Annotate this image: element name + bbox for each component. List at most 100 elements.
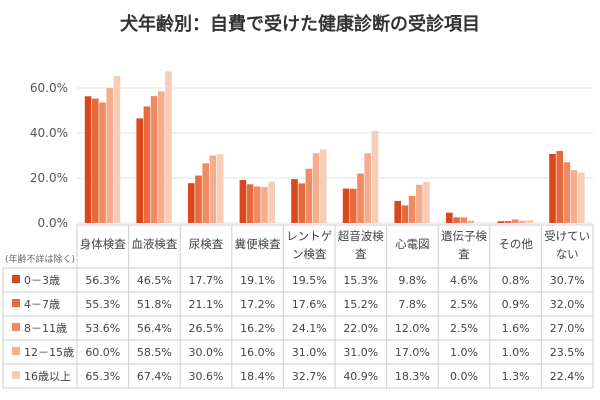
- bar: [312, 153, 320, 223]
- row-header-note: (年齢不詳は除く): [5, 253, 75, 265]
- bar: [549, 153, 556, 223]
- data-cell: 53.6%: [85, 322, 120, 335]
- bar: [136, 118, 143, 223]
- category-label: ン検査: [292, 247, 327, 261]
- data-cell: 2.5%: [450, 298, 478, 311]
- data-cell: 31.0%: [343, 346, 378, 359]
- category-label: ない: [556, 247, 579, 261]
- category-label: 心電図: [395, 237, 430, 251]
- data-cell: 21.1%: [189, 298, 224, 311]
- category-label: 査: [458, 247, 470, 261]
- data-cell: 56.4%: [137, 322, 172, 335]
- data-cell: 18.4%: [240, 370, 275, 383]
- category-label: 糞便検査: [235, 237, 281, 251]
- data-cell: 1.6%: [502, 322, 530, 335]
- y-tick-label: 20.0%: [30, 171, 68, 185]
- legend-swatch: [12, 323, 20, 331]
- series-label: 12－15歳: [24, 346, 74, 359]
- bar: [504, 220, 512, 223]
- bar: [261, 187, 268, 223]
- bar: [453, 217, 460, 223]
- category-label: 尿検査: [189, 237, 224, 251]
- bar: [467, 220, 475, 223]
- data-cell: 1.0%: [450, 346, 478, 359]
- data-cell: 26.5%: [189, 322, 224, 335]
- bar: [165, 71, 172, 223]
- legend-swatch: [12, 347, 20, 355]
- data-cell: 65.3%: [85, 370, 120, 383]
- data-cell: 30.7%: [550, 274, 585, 287]
- y-tick-label: 0.0%: [38, 216, 69, 230]
- bar: [320, 149, 327, 223]
- bar: [578, 172, 585, 223]
- data-cell: 22.4%: [550, 370, 585, 383]
- data-cell: 12.0%: [395, 322, 430, 335]
- data-cell: 0.9%: [502, 298, 530, 311]
- data-cell: 1.0%: [502, 346, 530, 359]
- data-cell: 30.6%: [189, 370, 224, 383]
- series-label: 8－11歳: [24, 322, 67, 335]
- bar: [254, 186, 261, 223]
- data-cell: 16.2%: [240, 322, 275, 335]
- data-cell: 32.7%: [292, 370, 327, 383]
- bar: [342, 188, 350, 223]
- data-cell: 17.7%: [189, 274, 224, 287]
- bar: [195, 175, 202, 223]
- bar: [416, 184, 423, 223]
- data-cell: 18.3%: [395, 370, 430, 383]
- data-cell: 67.4%: [137, 370, 172, 383]
- data-cell: 46.5%: [137, 274, 172, 287]
- data-cell: 17.6%: [292, 298, 327, 311]
- data-cell: 9.8%: [398, 274, 426, 287]
- legend-swatch: [12, 299, 20, 307]
- bar: [357, 173, 364, 223]
- legend-swatch: [12, 275, 20, 283]
- category-label: 査: [355, 247, 367, 261]
- chart-title: 犬年齢別：自費で受けた健康診断の受診項目: [120, 14, 480, 35]
- data-cell: 27.0%: [550, 322, 585, 335]
- bar: [371, 130, 379, 223]
- bar: [497, 221, 505, 223]
- data-cell: 32.0%: [550, 298, 585, 311]
- data-cell: 19.1%: [240, 274, 275, 287]
- bar: [570, 170, 578, 223]
- data-cell: 17.2%: [240, 298, 275, 311]
- bar: [556, 151, 563, 223]
- category-label: 受けてい: [544, 229, 590, 243]
- bar: [446, 212, 453, 223]
- category-label: 身体検査: [80, 237, 126, 251]
- bar: [239, 180, 247, 223]
- series-label: 4－7歳: [24, 298, 60, 311]
- data-cell: 1.3%: [502, 370, 530, 383]
- data-cell: 30.0%: [189, 346, 224, 359]
- category-label: 遺伝子検: [441, 229, 487, 243]
- data-cell: 2.5%: [450, 322, 478, 335]
- data-cell: 56.3%: [85, 274, 120, 287]
- bar: [188, 183, 195, 223]
- bar: [113, 76, 121, 223]
- bar: [150, 96, 158, 223]
- data-cell: 24.1%: [292, 322, 327, 335]
- bar: [350, 188, 357, 223]
- bar: [143, 106, 151, 223]
- bar: [394, 200, 401, 223]
- category-label: レントゲ: [286, 229, 332, 243]
- data-cell: 7.8%: [398, 298, 426, 311]
- data-cell: 16.0%: [240, 346, 275, 359]
- category-label: 血液検査: [131, 237, 177, 251]
- category-label: 超音波検: [338, 229, 384, 243]
- data-cell: 0.0%: [450, 370, 478, 383]
- bar: [92, 98, 99, 223]
- data-cell: 15.2%: [343, 298, 378, 311]
- data-cell: 58.5%: [137, 346, 172, 359]
- bar: [408, 196, 416, 223]
- bar: [106, 88, 113, 223]
- bar: [563, 162, 571, 223]
- bar: [246, 184, 254, 223]
- series-label: 0－3歳: [24, 274, 60, 287]
- data-cell: 23.5%: [550, 346, 585, 359]
- y-tick-label: 40.0%: [30, 126, 68, 140]
- data-cell: 51.8%: [137, 298, 172, 311]
- bar: [298, 183, 305, 223]
